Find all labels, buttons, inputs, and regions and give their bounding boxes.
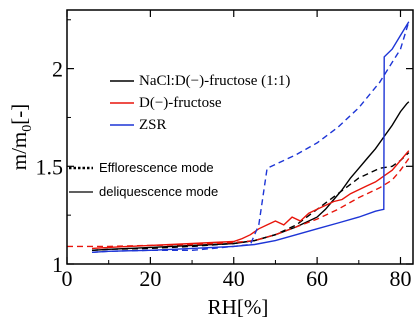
legend: NaCl:D(−)-fructose (1:1) D(−)-fructose ZSR… [69,73,319,199]
x-tick-label: 40 [223,266,245,291]
x-tick-label: 60 [306,266,328,291]
y-axis-label-sub: 0 [20,125,35,132]
x-tick-label: 20 [139,266,161,291]
legend-label: D(−)-fructose [139,95,222,111]
y-tick-label: 1 [52,252,63,277]
y-tick-label: 1.5 [36,154,64,179]
legend-label: ZSR [139,117,167,133]
x-tick-label: 80 [389,266,411,291]
x-tick-label: 0 [62,266,73,291]
x-axis-label: RH[%] [208,295,269,319]
mode-legend-label: Efflorescence mode [99,160,214,175]
legend-label: NaCl:D(−)-fructose (1:1) [139,73,290,89]
y-tick-label: 2 [52,57,63,82]
y-axis-label: m/m0[-] [7,104,35,171]
legend-entry-background [104,119,319,137]
mode-legend-label: deliquescence mode [99,184,218,199]
y-axis-label-unit: [-] [7,104,31,125]
y-axis-label-main: m/m [7,132,31,171]
